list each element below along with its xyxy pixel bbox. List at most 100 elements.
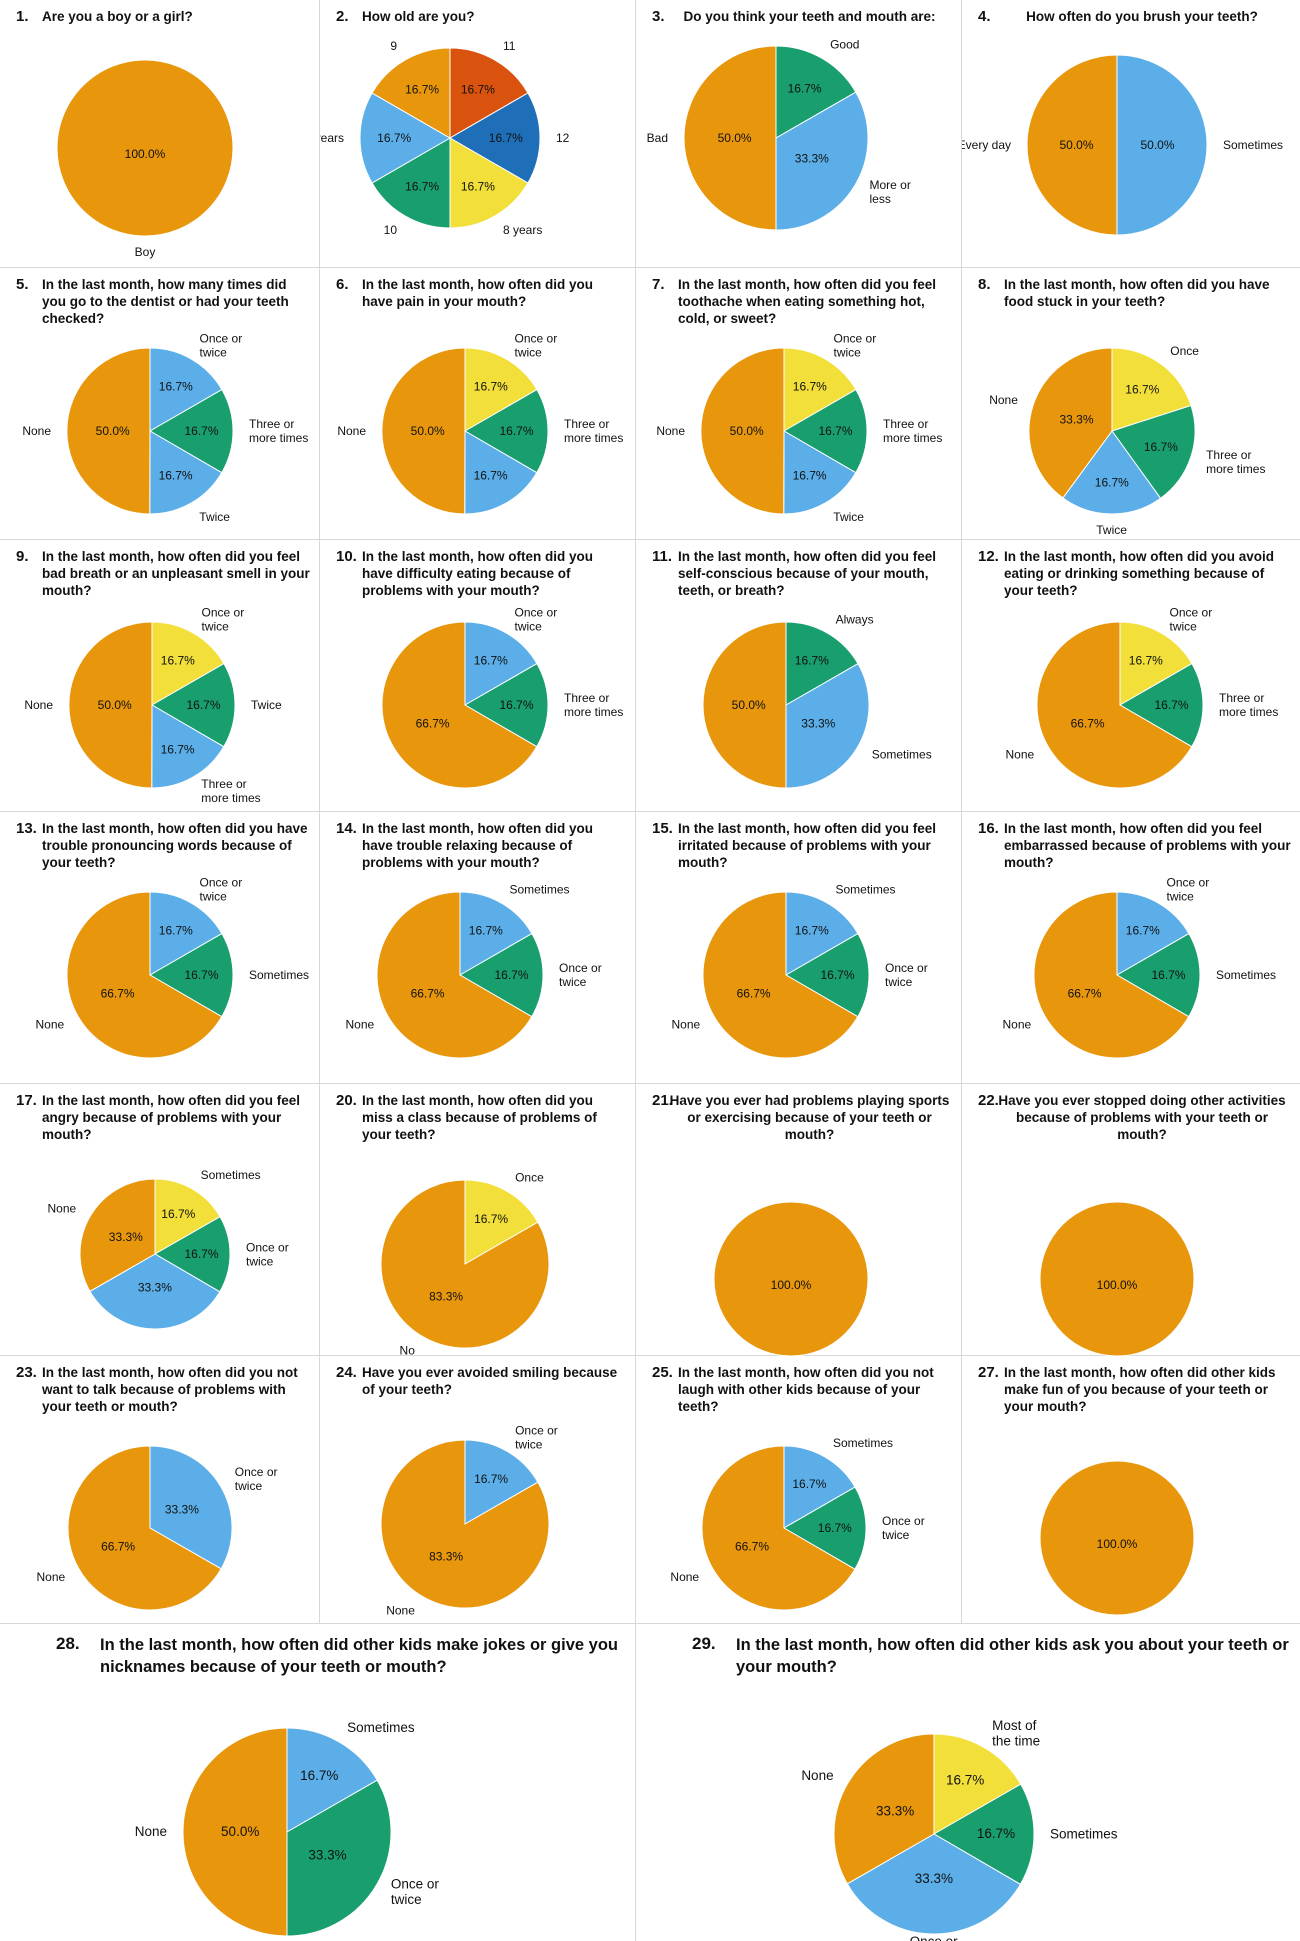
slice-category-label: Three or more times	[564, 691, 623, 719]
slice-value-label: 16.7%	[793, 379, 827, 393]
chart-panel-q7: 7. In the last month, how often did you f…	[636, 268, 962, 540]
slice-category-label: None	[670, 1570, 699, 1584]
slice-value-label: 16.7%	[461, 83, 495, 97]
pie-slice	[713, 1201, 869, 1356]
pie-slice	[683, 45, 777, 231]
pie-slice	[783, 1445, 856, 1529]
slice-category-label: None	[1003, 1017, 1032, 1031]
slice-value-label: 16.7%	[946, 1772, 984, 1787]
question-number: 22.	[978, 1092, 999, 1109]
slice-value-label: 16.7%	[1151, 968, 1185, 982]
question-number: 14.	[336, 820, 357, 837]
chart-panel-q13: 13. In the last month, how often did you …	[0, 812, 320, 1084]
pie-slice	[464, 430, 538, 515]
slice-value-label: 33.3%	[801, 717, 835, 731]
question-title: In the last month, how often did you fee…	[678, 821, 936, 870]
slice-value-label: 16.7%	[818, 424, 852, 438]
pie-slice	[380, 1439, 550, 1609]
slice-category-label: None	[801, 1768, 833, 1783]
slice-category-label: 8 years	[503, 223, 542, 237]
slice-category-label: None	[386, 1604, 415, 1618]
question-title: Do you think your teeth and mouth are:	[683, 9, 936, 24]
slice-value-label: 16.7%	[161, 743, 195, 757]
slice-category-label: Sometimes	[1050, 1826, 1118, 1841]
pie-slice	[464, 621, 538, 706]
slice-value-label: 50.0%	[411, 424, 445, 438]
chart-panel-q23: 23. In the last month, how often did you …	[0, 1356, 320, 1624]
slice-category-label: None	[48, 1201, 77, 1215]
slice-value-label: 16.7%	[474, 469, 508, 483]
pie-chart: 16.7% Once or twice 16.7% Sometimes 66.7% None	[1003, 875, 1276, 1059]
slice-value-label: 33.3%	[109, 1230, 143, 1244]
pie-slice	[149, 932, 234, 1018]
pie-slice	[449, 47, 529, 139]
slice-value-label: 50.0%	[1059, 138, 1093, 152]
slice-value-label: 16.7%	[788, 82, 822, 96]
pie-slice	[785, 621, 859, 706]
chart-panel-q22: 22. Have you ever stopped doing other act…	[962, 1084, 1300, 1356]
question-number: 16.	[978, 820, 999, 837]
question-title: In the last month, how often did you hav…	[362, 549, 593, 598]
slice-value-label: 16.7%	[820, 968, 854, 982]
pie-slice	[464, 347, 538, 432]
pie-slice	[149, 430, 223, 515]
pie-slice	[149, 347, 223, 432]
pie-slice	[66, 347, 151, 515]
slice-category-label: Twice	[199, 510, 230, 524]
question-title: In the last month, how often did you fee…	[42, 549, 310, 598]
pie-chart: 16.7% Once or twice 16.7% Three or more times…	[1006, 605, 1278, 789]
pie-slice	[775, 91, 869, 231]
question-number: 29.	[692, 1634, 716, 1653]
slice-category-label: 12	[556, 131, 570, 145]
slice-value-label: 100.0%	[771, 1278, 812, 1292]
pie-chart: 16.7% Once or twice 16.7% Twice 16.7% Three or…	[24, 605, 282, 805]
pie-slice	[933, 1783, 1035, 1886]
pie-slice	[783, 430, 857, 515]
slice-value-label: 50.0%	[1140, 138, 1174, 152]
question-number: 4.	[978, 8, 991, 25]
question-title: In the last month, how often did you not…	[42, 1365, 298, 1414]
pie-slice	[1036, 621, 1193, 789]
slice-category-label: Most of the time	[992, 1718, 1040, 1749]
slice-value-label: 66.7%	[1071, 717, 1105, 731]
chart-panel-q21: 21. Have you ever had problems playing sp…	[636, 1084, 962, 1356]
question-title: In the last month, how often did you mis…	[362, 1093, 597, 1142]
question-title: How often do you brush your teeth?	[1026, 9, 1258, 24]
question-title: In the last month, how often did other k…	[1004, 1365, 1276, 1414]
pie-slice	[775, 45, 857, 139]
pie-slice	[79, 1178, 156, 1293]
question-title: In the last month, how often did other k…	[100, 1636, 618, 1676]
slice-value-label: 16.7%	[1129, 653, 1163, 667]
question-number: 23.	[16, 1364, 37, 1381]
pie-slice	[1028, 347, 1113, 499]
pie-chart: 16.7% Once or twice 16.7% Sometimes 66.7% None	[36, 875, 309, 1059]
slice-value-label: 66.7%	[416, 717, 450, 731]
slice-value-label: 16.7%	[184, 424, 218, 438]
question-number: 28.	[56, 1634, 80, 1653]
slice-value-label: 16.7%	[818, 1521, 852, 1535]
question-number: 17.	[16, 1092, 37, 1109]
pie-slice	[151, 621, 225, 706]
chart-panel-q9: 9. In the last month, how often did you f…	[0, 540, 320, 812]
question-title: In the last month, how often did you avo…	[1004, 549, 1274, 598]
question-number: 12.	[978, 548, 999, 565]
slice-category-label: Once	[1170, 344, 1199, 358]
pie-slice	[449, 92, 541, 184]
chart-panel-q5: 5. In the last month, how many times did …	[0, 268, 320, 540]
slice-value-label: 16.7%	[300, 1768, 338, 1783]
slice-value-label: 16.7%	[461, 179, 495, 193]
slice-category-label: 9	[390, 39, 397, 53]
slice-value-label: 16.7%	[159, 923, 193, 937]
slice-category-label: None	[36, 1017, 65, 1031]
slice-value-label: 16.7%	[405, 83, 439, 97]
pie-slice	[785, 662, 870, 789]
question-title: How old are you?	[362, 9, 475, 24]
chart-panel-q11: 11. In the last month, how often did you …	[636, 540, 962, 812]
slice-category-label: Sometimes	[833, 1436, 893, 1450]
slice-value-label: 16.7%	[184, 1247, 218, 1261]
slice-value-label: 16.7%	[793, 469, 827, 483]
slice-category-label: Three or more times	[883, 417, 942, 445]
